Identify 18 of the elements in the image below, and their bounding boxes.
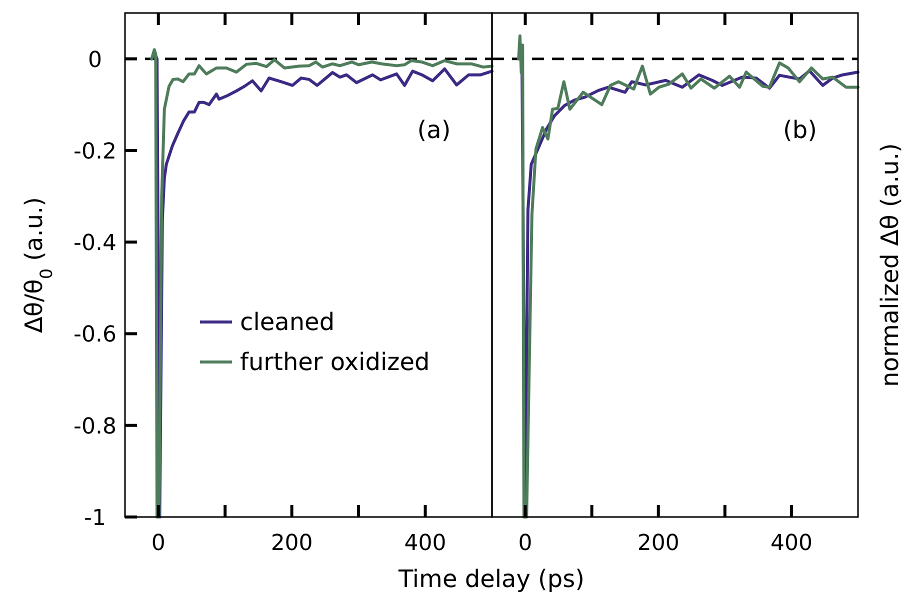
y-tick-label: -0.4 — [74, 231, 116, 256]
y-tick-label: -0.8 — [74, 414, 116, 440]
x-tick-label: 0 — [151, 531, 166, 556]
x-tick-label: 400 — [404, 531, 446, 556]
legend-label: cleaned — [240, 308, 335, 336]
x-tick-label: 200 — [637, 531, 680, 556]
x-tick-label: 400 — [770, 531, 812, 556]
annotation: (a) — [417, 116, 451, 144]
annotation: (b) — [783, 116, 817, 144]
y-tick-label: -0.6 — [74, 322, 116, 348]
y-tick-label: -1 — [84, 506, 106, 531]
x-tick-label: 200 — [270, 531, 313, 556]
x-axis-title: Time delay (ps) — [397, 565, 585, 593]
x-tick-label: 0 — [518, 531, 532, 556]
y-axis-title: normalized Δθ (a.u.) — [876, 143, 904, 387]
y-tick-label: -0.2 — [74, 139, 116, 164]
y-tick-label: 0 — [88, 48, 102, 73]
legend-label: further oxidized — [240, 348, 430, 376]
